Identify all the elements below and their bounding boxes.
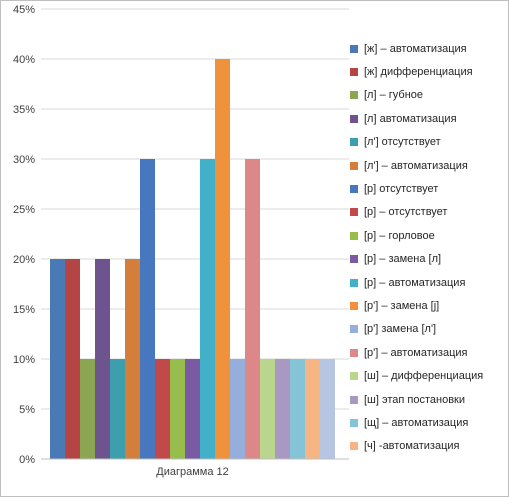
legend-swatch <box>350 278 358 287</box>
legend-swatch <box>350 348 358 357</box>
bar <box>170 359 185 459</box>
legend-item: [р'] замена [л'] <box>350 318 508 341</box>
legend-swatch <box>350 161 358 170</box>
bar <box>305 359 320 459</box>
legend-swatch <box>350 185 358 194</box>
legend-label: [ш] этап постановки <box>364 393 466 406</box>
legend-label: [ж] дифференциация <box>364 66 473 79</box>
y-tick-label: 10% <box>13 354 35 366</box>
legend-swatch <box>350 91 358 100</box>
legend-item: [л'] отсутствует <box>350 131 508 154</box>
bar <box>230 359 245 459</box>
legend-label: [л'] – автоматизация <box>364 159 468 172</box>
legend-swatch <box>350 418 358 427</box>
bar <box>185 359 200 459</box>
legend-swatch <box>350 231 358 240</box>
legend-label: [щ] – автоматизация <box>364 416 469 429</box>
bar <box>80 359 95 459</box>
legend-swatch <box>350 395 358 404</box>
legend-swatch <box>350 44 358 53</box>
legend-swatch <box>350 208 358 217</box>
legend-item: [р] – автоматизация <box>350 271 508 294</box>
legend-swatch <box>350 68 358 77</box>
legend-item: [р] – горловое <box>350 224 508 247</box>
legend-item: [ш] – дифференциация <box>350 364 508 387</box>
bar <box>320 359 335 459</box>
legend-item: [ж] – автоматизация <box>350 37 508 60</box>
legend-label: [р] – автоматизация <box>364 276 466 289</box>
category-label: Диаграмма 12 <box>156 466 229 478</box>
legend-item: [щ] – автоматизация <box>350 411 508 434</box>
legend-label: [р'] замена [л'] <box>364 323 437 336</box>
legend-label: [ш] – дифференциация <box>364 370 484 383</box>
y-axis-tick-labels: 0% 5% 10% 15% 20% 25% 30% 35% 40% 45% <box>13 4 35 466</box>
y-tick-label: 30% <box>13 154 35 166</box>
y-tick-label: 5% <box>19 404 35 416</box>
legend-label: [ч] -автоматизация <box>364 440 460 453</box>
legend-swatch <box>350 442 358 451</box>
legend-swatch <box>350 114 358 123</box>
bar <box>275 359 290 459</box>
bar <box>200 159 215 459</box>
bar <box>155 359 170 459</box>
bar <box>215 59 230 459</box>
legend-item: [л] автоматизация <box>350 107 508 130</box>
legend-label: [л'] отсутствует <box>364 136 441 149</box>
legend-label: [р] – горловое <box>364 229 435 242</box>
legend-item: [р'] – замена [j] <box>350 294 508 317</box>
legend-item: [р] отсутствует <box>350 177 508 200</box>
legend-item: [л] – губное <box>350 84 508 107</box>
bar <box>290 359 305 459</box>
bars <box>50 59 335 459</box>
bar <box>110 359 125 459</box>
y-tick-label: 35% <box>13 104 35 116</box>
legend-label: [р'] – автоматизация <box>364 346 468 359</box>
legend-item: [ш] этап постановки <box>350 388 508 411</box>
bar <box>260 359 275 459</box>
y-tick-label: 40% <box>13 54 35 66</box>
legend: [ж] – автоматизация [ж] дифференциация [л]… <box>350 37 508 458</box>
bar <box>245 159 260 459</box>
bar <box>65 259 80 459</box>
legend-item: [ч] -автоматизация <box>350 435 508 458</box>
legend-item: [р] – замена [л] <box>350 248 508 271</box>
legend-item: [р] – отсутствует <box>350 201 508 224</box>
legend-swatch <box>350 372 358 381</box>
y-tick-label: 20% <box>13 254 35 266</box>
bar <box>125 259 140 459</box>
legend-label: [л] автоматизация <box>364 112 457 125</box>
legend-swatch <box>350 301 358 310</box>
legend-label: [р] – замена [л] <box>364 253 442 266</box>
legend-item: [л'] – автоматизация <box>350 154 508 177</box>
legend-item: [ж] дифференциация <box>350 60 508 83</box>
y-tick-label: 0% <box>19 454 35 466</box>
legend-label: [л] – губное <box>364 89 424 102</box>
legend-swatch <box>350 138 358 147</box>
bar <box>95 259 110 459</box>
legend-swatch <box>350 255 358 264</box>
legend-swatch <box>350 325 358 334</box>
y-tick-label: 45% <box>13 4 35 16</box>
legend-item: [р'] – автоматизация <box>350 341 508 364</box>
legend-label: [р'] – замена [j] <box>364 299 440 312</box>
y-tick-label: 15% <box>13 304 35 316</box>
bar <box>50 259 65 459</box>
legend-label: [р] – отсутствует <box>364 206 448 219</box>
legend-label: [р] отсутствует <box>364 183 439 196</box>
legend-label: [ж] – автоматизация <box>364 42 467 55</box>
y-tick-label: 25% <box>13 204 35 216</box>
bar <box>140 159 155 459</box>
